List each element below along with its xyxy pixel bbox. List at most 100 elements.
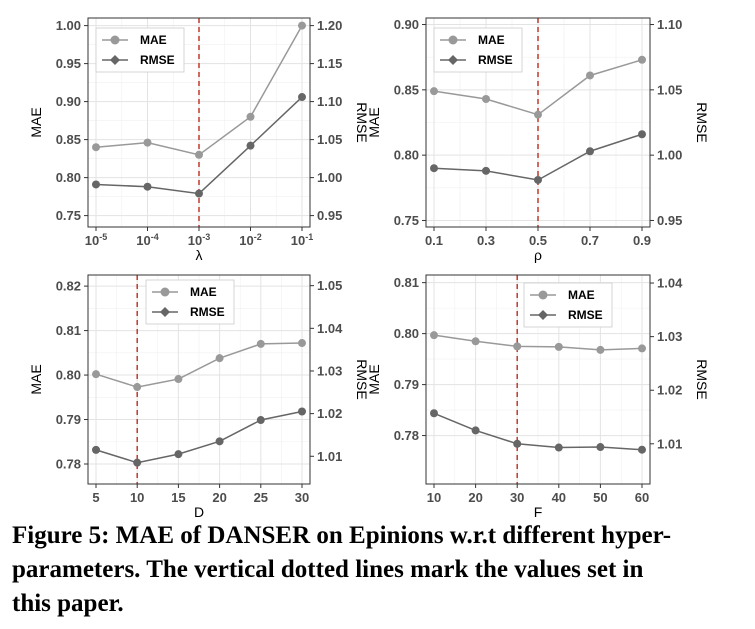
- legend-key-marker-rmse: [448, 55, 458, 65]
- data-point-mae: [471, 337, 480, 346]
- x-tick-label: 20: [212, 490, 226, 505]
- data-point-mae: [143, 138, 152, 147]
- y2-axis-title: RMSE: [354, 359, 370, 399]
- data-point-rmse: [92, 180, 100, 189]
- x-tick-label: 10: [427, 490, 441, 505]
- left-tick-label: 0.80: [56, 368, 81, 383]
- left-tick-label: 0.80: [394, 148, 419, 163]
- series-line-rmse: [433, 412, 643, 451]
- left-tick-label: 0.75: [394, 213, 419, 228]
- data-point-mae: [596, 345, 605, 354]
- right-tick-label: 1.05: [317, 278, 342, 293]
- series-line-mae: [433, 334, 643, 351]
- left-tick-label: 0.81: [394, 275, 419, 290]
- legend-label-rmse: RMSE: [140, 53, 175, 67]
- legend-label-rmse: RMSE: [190, 305, 225, 319]
- x-tick-label: 10-4: [136, 232, 158, 248]
- left-tick-label: 0.80: [394, 326, 419, 341]
- legend-key-marker-mae: [110, 35, 120, 45]
- right-tick-label: 1.20: [317, 18, 342, 33]
- x-axis-title: ρ: [534, 247, 542, 263]
- right-tick-label: 1.15: [317, 56, 342, 71]
- legend-box: [95, 27, 185, 73]
- legend-key-marker-mae: [448, 35, 458, 45]
- data-point-rmse: [298, 407, 306, 416]
- data-point-rmse: [256, 416, 265, 425]
- caption-line-1: Figure 5: MAE of DANSER on Epinions w.r.…: [12, 522, 672, 549]
- x-axis-title: λ: [196, 247, 203, 263]
- series-mae: [92, 339, 306, 392]
- legend: MAE RMSE: [523, 282, 613, 328]
- caption-line-2: parameters. The vertical dotted lines ma…: [12, 556, 644, 583]
- data-point-rmse: [638, 445, 646, 454]
- x-tick-label: 0.3: [477, 233, 495, 248]
- x-tick-label: 25: [254, 490, 268, 505]
- right-tick-label: 1.04: [657, 276, 683, 291]
- right-tick-label: 1.05: [657, 82, 682, 97]
- series-rmse: [430, 130, 646, 184]
- right-tick-label: 1.02: [657, 383, 682, 398]
- x-tick-label: 10-5: [85, 232, 107, 248]
- legend-label-mae: MAE: [568, 288, 595, 302]
- legend-key-marker-mae: [538, 290, 548, 300]
- left-tick-label: 0.90: [56, 94, 81, 109]
- right-tick-label: 1.01: [657, 436, 682, 451]
- right-tick-label: 1.03: [657, 329, 682, 344]
- right-tick-label: 0.95: [317, 208, 342, 223]
- legend-key-marker-rmse: [110, 55, 120, 65]
- right-tick-label: 1.10: [317, 94, 342, 109]
- legend: MAE RMSE: [433, 27, 523, 73]
- x-tick-label: 20: [468, 490, 482, 505]
- left-tick-label: 0.95: [56, 56, 81, 71]
- data-point-rmse: [92, 445, 100, 454]
- left-tick-label: 0.80: [56, 170, 81, 185]
- x-tick-label: 0.5: [529, 233, 547, 248]
- left-tick-label: 0.85: [394, 82, 419, 97]
- x-tick-label: 0.9: [633, 233, 651, 248]
- left-tick-label: 0.78: [56, 456, 81, 471]
- x-tick-label: 0.7: [581, 233, 599, 248]
- y-axis-title: MAE: [28, 364, 44, 394]
- legend-key-marker-rmse: [538, 310, 548, 320]
- data-point-mae: [554, 342, 563, 351]
- legend-key-marker-mae: [160, 287, 170, 297]
- data-point-rmse: [174, 450, 183, 459]
- y2-axis-title: RMSE: [354, 102, 370, 142]
- x-tick-label: 50: [593, 490, 607, 505]
- data-point-mae: [174, 375, 183, 384]
- right-tick-label: 1.05: [317, 132, 342, 147]
- x-tick-label: 10: [130, 490, 144, 505]
- legend-label-mae: MAE: [478, 33, 505, 47]
- data-point-mae: [638, 55, 646, 64]
- legend: MAE RMSE: [145, 279, 235, 325]
- data-point-mae: [256, 339, 265, 348]
- left-tick-label: 0.90: [394, 17, 419, 32]
- data-point-mae: [92, 143, 100, 152]
- x-tick-label: 15: [171, 490, 185, 505]
- chart-panel-2: 0.75 0.80 0.85 0.90 0.95 1.00 1.05 1.10 0.1 0.3 0.…: [366, 17, 710, 263]
- left-tick-label: 0.75: [56, 208, 81, 223]
- chart-panel-4: 0.78 0.79 0.80 0.81 1.01 1.02 1.03 1.04 10 20 30 40…: [366, 274, 710, 520]
- data-point-rmse: [246, 141, 255, 150]
- x-axis-title: F: [534, 504, 543, 520]
- caption-line-3: this paper.: [12, 590, 124, 617]
- data-point-rmse: [298, 93, 306, 102]
- plot-frame: [87, 274, 311, 485]
- plot-frame: [425, 274, 651, 485]
- data-point-mae: [195, 150, 203, 159]
- legend: MAE RMSE: [95, 27, 185, 73]
- data-point-rmse: [133, 458, 142, 467]
- y2-axis-title: RMSE: [694, 359, 710, 399]
- figure-5-charts: 0.750.800.850.900.951.000.951.001.051.10…: [28, 17, 710, 520]
- data-point-mae: [246, 112, 255, 121]
- data-point-rmse: [215, 437, 224, 446]
- y-axis-title: MAE: [366, 364, 382, 394]
- y-axis-title: MAE: [28, 107, 44, 137]
- x-tick-label: 10-1: [291, 232, 313, 248]
- y2-axis-title: RMSE: [694, 102, 710, 142]
- left-tick-label: 0.79: [394, 377, 419, 392]
- data-point-mae: [482, 94, 490, 103]
- right-tick-label: 1.01: [317, 449, 342, 464]
- x-tick-label: 60: [635, 490, 649, 505]
- legend-label-mae: MAE: [140, 33, 167, 47]
